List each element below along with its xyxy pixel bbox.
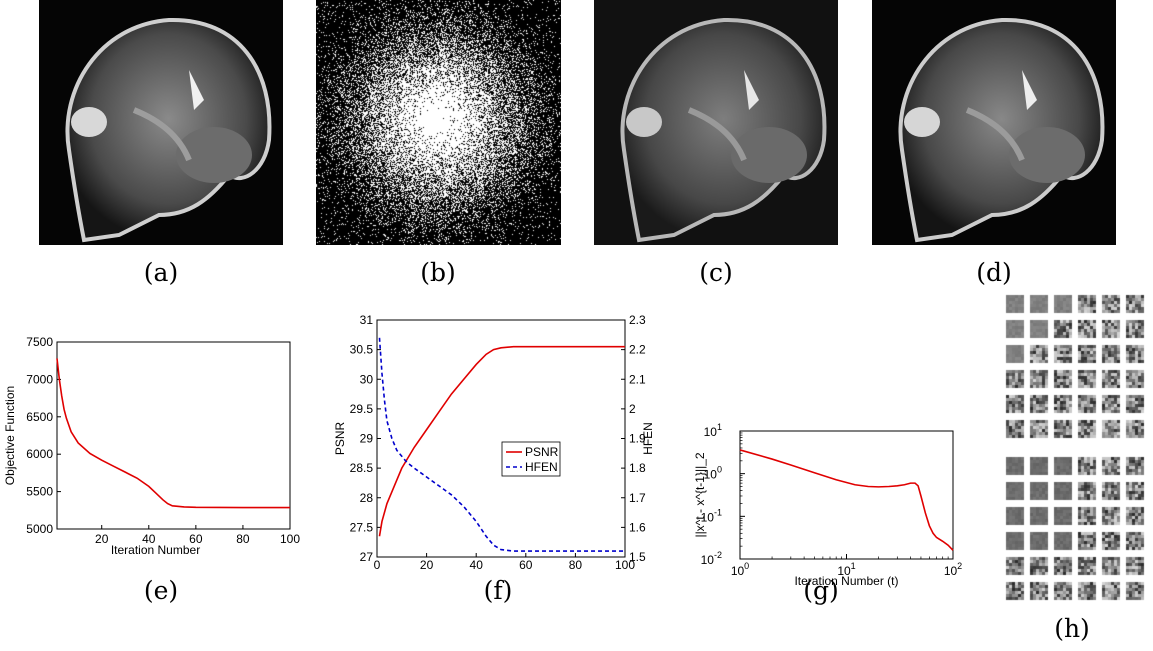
- hfen-series-line: [378, 337, 625, 552]
- x-tick-label: 20: [420, 558, 434, 570]
- legend-hfen-label: HFEN: [525, 460, 558, 474]
- zero-filled-mri-image: [594, 0, 838, 245]
- caption-a: (a): [143, 258, 179, 287]
- y-tick-label-right: 2.2: [629, 343, 646, 357]
- caption-c: (c): [699, 258, 733, 287]
- x-tick-label: 80: [236, 532, 250, 546]
- x-tick-label: 100: [280, 532, 300, 546]
- y-axis-label: Objective Function: [3, 386, 17, 485]
- y-tick-label-left: 27.5: [350, 520, 374, 534]
- y-tick-label: 7500: [26, 335, 53, 349]
- y-tick-label-right: 1.6: [629, 520, 646, 534]
- y-tick-label-left: 27: [360, 550, 374, 564]
- caption-d: (d): [976, 258, 1012, 287]
- y-tick-label: 6000: [26, 447, 53, 461]
- y-tick-label-left: 31: [360, 313, 374, 327]
- y-tick-label-right: 2: [629, 402, 636, 416]
- x-tick-label: 20: [95, 532, 109, 546]
- y-tick-label-right: 2.3: [629, 313, 646, 327]
- reference-mri-image: [39, 0, 283, 245]
- y-axis-label-right: HFEN: [641, 422, 655, 455]
- y-tick-label-left: 28: [360, 491, 374, 505]
- y-tick-label: 100: [704, 465, 722, 482]
- x-tick-label: 101: [837, 561, 855, 578]
- x-tick-label: 80: [569, 558, 583, 570]
- y-tick-label-left: 29: [360, 432, 374, 446]
- y-tick-label: 5000: [26, 522, 53, 536]
- dictionary-atoms-canvas: [1005, 294, 1153, 609]
- legend-box: [501, 441, 561, 477]
- sampling-mask-image: [316, 0, 561, 245]
- y-axis-label: ||x^t - x^{t-1}||_2: [693, 452, 707, 537]
- y-tick-label: 101: [704, 422, 722, 439]
- psnr-hfen-chart: 0 20 40 60 80 100 27 27.5 28 28.5 29 29.5 30 30.5 31 1.…: [333, 313, 655, 570]
- reconstructed-mri-image: [872, 0, 1116, 245]
- y-tick-label-left: 29.5: [350, 402, 374, 416]
- y-tick-label-left: 30.5: [350, 343, 374, 357]
- sampling-mask-canvas: [316, 0, 561, 245]
- x-tick-label: 60: [189, 532, 203, 546]
- y-tick-label-right: 1.7: [629, 491, 646, 505]
- dictionary-atoms-grid: [1005, 294, 1153, 609]
- x-tick-label: 40: [470, 558, 484, 570]
- y-tick-label: 7000: [26, 372, 53, 386]
- caption-h: (h): [1054, 614, 1090, 643]
- x-tick-label: 100: [731, 561, 749, 578]
- y-tick-label-left: 30: [360, 372, 374, 386]
- caption-e: (e): [143, 576, 179, 605]
- y-tick-label-right: 1.9: [629, 432, 646, 446]
- y-tick-label-right: 1.5: [629, 550, 646, 564]
- y-tick-label: 5500: [26, 485, 53, 499]
- y-tick-label: 10-1: [701, 507, 722, 524]
- psnr-series-line: [378, 345, 625, 537]
- x-tick-label: 0: [374, 558, 381, 570]
- x-tick-label: 40: [142, 532, 156, 546]
- y-axis-label-left: PSNR: [333, 421, 347, 455]
- caption-b: (b): [420, 258, 456, 287]
- plot-frame: [376, 319, 626, 558]
- y-tick-label-left: 28.5: [350, 461, 374, 475]
- x-axis-label: Iteration Number: [444, 569, 533, 570]
- convergence-series-line: [739, 449, 954, 551]
- objective-series-line: [56, 358, 290, 509]
- x-tick-label: 60: [519, 558, 533, 570]
- legend-psnr-label: PSNR: [525, 445, 559, 459]
- caption-f: (f): [483, 576, 513, 605]
- x-tick-label: 100: [615, 558, 635, 570]
- y-tick-label: 10-2: [701, 550, 722, 567]
- caption-g: (g): [803, 576, 839, 605]
- x-axis-label: Iteration Number: [111, 543, 200, 557]
- x-axis-label: Iteration Number (t): [794, 574, 898, 588]
- y-tick-label-right: 2.1: [629, 372, 646, 386]
- plot-frame: [739, 430, 954, 560]
- y-tick-label: 6500: [26, 410, 53, 424]
- plot-frame: [56, 341, 291, 530]
- y-tick-label-right: 1.8: [629, 461, 646, 475]
- objective-function-chart: 20 40 60 80 100 5000 5500 6000 6500 7000 7500 Itera…: [3, 335, 300, 557]
- x-tick-label: 102: [944, 561, 962, 578]
